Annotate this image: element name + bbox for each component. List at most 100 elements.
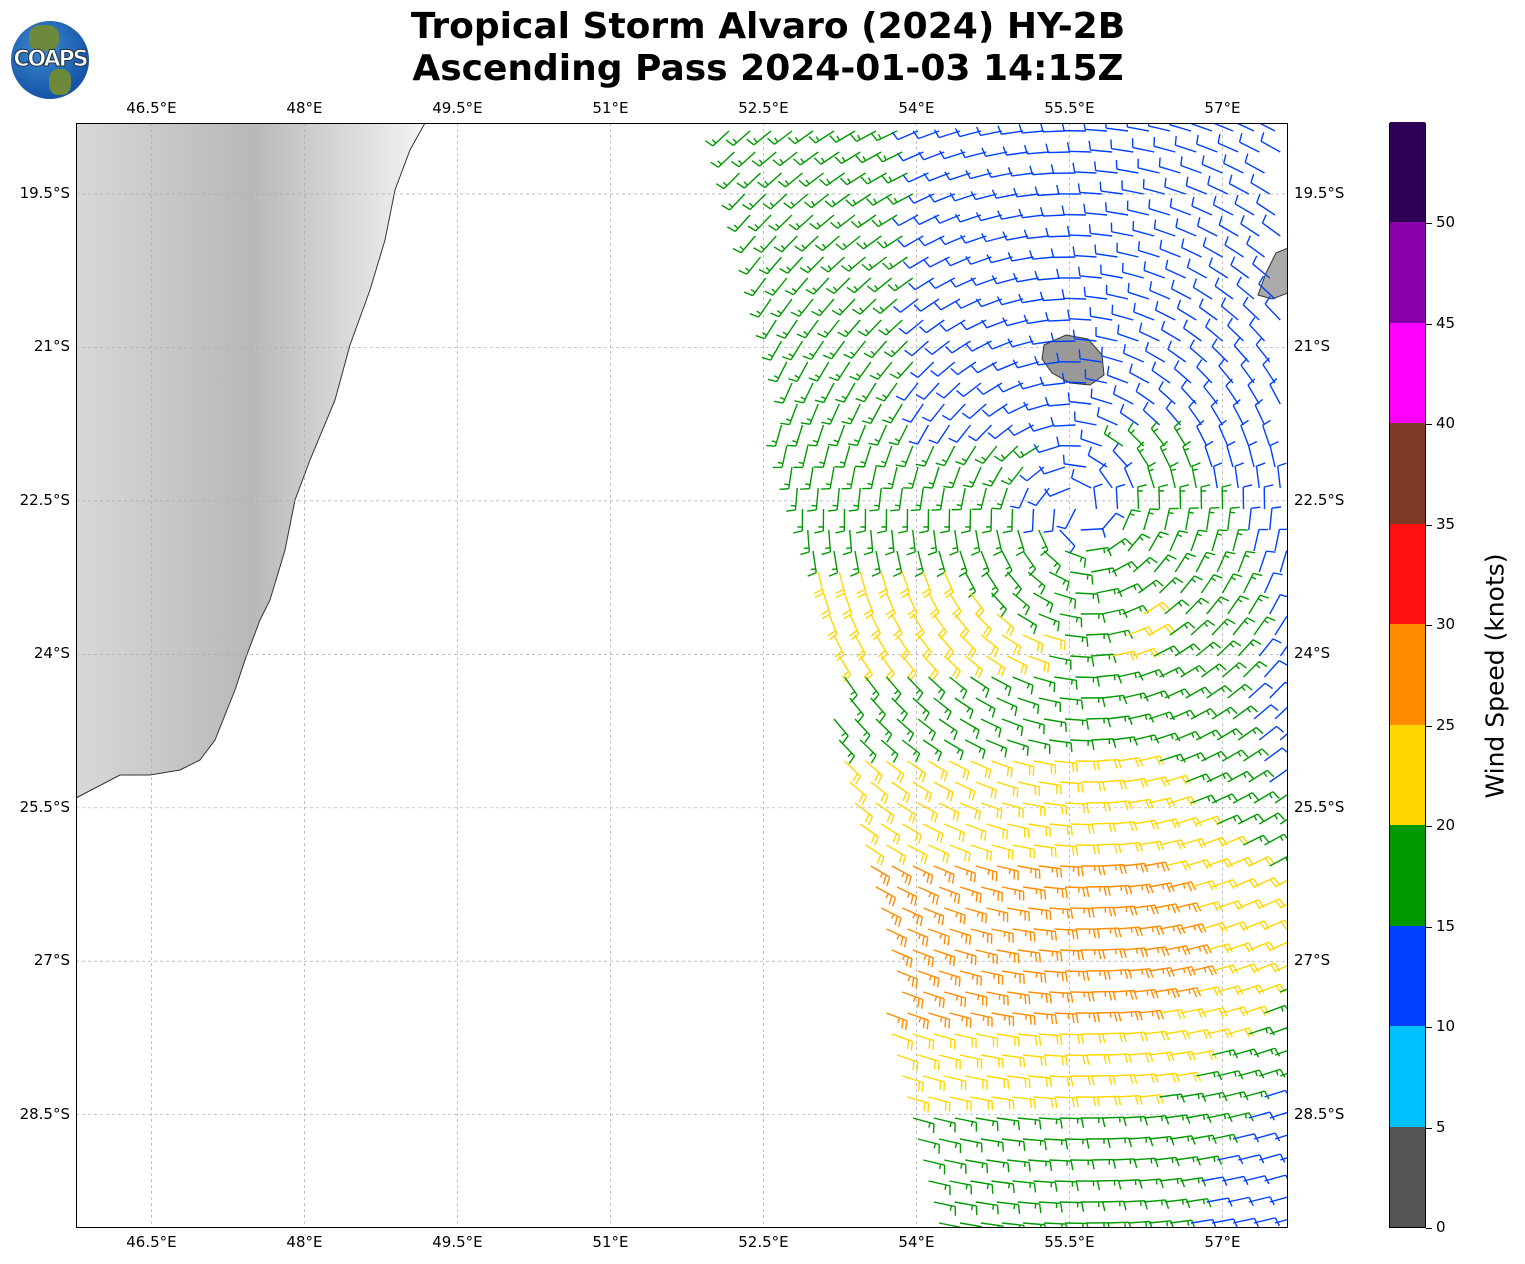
wind-barb xyxy=(1274,615,1288,636)
wind-barb xyxy=(710,151,735,168)
wind-barb xyxy=(954,613,970,639)
wind-barb xyxy=(787,130,814,145)
wind-barb xyxy=(1117,1010,1143,1021)
wind-barb xyxy=(1059,865,1084,877)
wind-barb xyxy=(788,361,809,382)
wind-barb xyxy=(1122,344,1145,363)
wind-barb xyxy=(819,172,845,187)
wind-barb xyxy=(1096,406,1118,426)
wind-barb xyxy=(1049,1159,1074,1171)
wind-barb xyxy=(866,277,893,293)
wind-barb xyxy=(1169,795,1197,807)
wind-barb xyxy=(1034,270,1060,281)
wind-barb xyxy=(1080,1201,1106,1212)
wind-barb xyxy=(1174,643,1201,657)
wind-barb xyxy=(1089,307,1113,321)
wind-barb xyxy=(865,844,885,866)
wind-barb xyxy=(726,214,751,232)
wind-barb xyxy=(1056,436,1081,447)
wind-barb xyxy=(1043,634,1066,651)
wind-barb xyxy=(1083,286,1108,300)
lon-tick-top: 51°E xyxy=(592,99,629,117)
wind-barb xyxy=(1049,907,1074,919)
wind-barb xyxy=(975,949,998,965)
wind-barb xyxy=(965,256,992,265)
wind-barb xyxy=(1090,388,1113,405)
wind-barb xyxy=(1262,357,1276,384)
wind-barb xyxy=(1248,1026,1275,1036)
wind-barb xyxy=(975,1201,999,1215)
wind-barb xyxy=(1253,528,1269,552)
wind-barb xyxy=(854,802,874,826)
wind-barb xyxy=(1222,1006,1249,1017)
wind-barb xyxy=(996,865,1019,881)
colorbar-tick-label: 25 xyxy=(1436,715,1456,734)
wind-barb xyxy=(1002,403,1029,415)
wind-barb xyxy=(1028,422,1055,432)
wind-barb xyxy=(1253,704,1279,720)
colorbar-tick-label: 45 xyxy=(1436,313,1456,332)
wind-barb xyxy=(1001,802,1024,818)
wind-barb xyxy=(1115,159,1139,174)
wind-barb xyxy=(838,739,855,764)
wind-barb xyxy=(1007,167,1034,177)
wind-barb xyxy=(1044,487,1071,497)
wind-barb xyxy=(1012,676,1034,695)
wind-barb xyxy=(912,1033,935,1050)
wind-barb xyxy=(1169,621,1196,636)
wind-barb xyxy=(863,529,874,556)
wind-barb xyxy=(850,214,877,229)
wind-barb xyxy=(1080,949,1106,960)
wind-barb xyxy=(1254,398,1266,426)
wind-barb xyxy=(848,424,867,447)
wind-barb xyxy=(1169,461,1179,489)
wind-barb xyxy=(794,235,819,252)
wind-barb xyxy=(1136,441,1150,468)
wind-barb xyxy=(1101,1032,1127,1043)
wind-barb xyxy=(1013,445,1040,459)
wind-barb xyxy=(949,1180,973,1195)
wind-barb xyxy=(1153,219,1176,237)
lat-tick-right: 19.5°S xyxy=(1294,184,1345,202)
title-line-2: Ascending Pass 2024-01-03 14:15Z xyxy=(412,48,1124,89)
wind-barb xyxy=(938,718,958,741)
wind-barb xyxy=(987,424,1013,440)
wind-barb xyxy=(1022,718,1045,735)
wind-barb xyxy=(980,1138,1005,1152)
wind-barb xyxy=(1269,440,1279,468)
wind-barb xyxy=(1067,392,1092,405)
wind-barb xyxy=(1148,1135,1175,1146)
wind-barb xyxy=(964,655,984,679)
wind-barb xyxy=(1169,709,1197,720)
lat-tick-left: 19.5°S xyxy=(19,184,70,202)
wind-barb xyxy=(1255,462,1266,489)
wind-barb xyxy=(1049,991,1074,1003)
wind-barb xyxy=(1237,726,1264,741)
wind-barb xyxy=(1075,1096,1101,1107)
wind-barb xyxy=(880,739,899,763)
wind-barb xyxy=(1096,927,1122,938)
wind-barb xyxy=(907,1096,930,1113)
wind-barb xyxy=(1182,319,1202,342)
wind-barb xyxy=(1234,123,1255,132)
wind-barb xyxy=(1274,964,1288,972)
wind-barb xyxy=(1243,660,1268,678)
wind-barb xyxy=(1061,123,1087,132)
wind-barb xyxy=(1101,1116,1127,1127)
wind-barb xyxy=(1133,988,1159,999)
wind-barb xyxy=(1211,1218,1238,1228)
wind-barb xyxy=(991,487,1008,510)
wind-barb xyxy=(1173,420,1187,447)
wind-barb xyxy=(721,193,746,211)
wind-barb xyxy=(1098,462,1113,489)
wind-barb xyxy=(835,382,856,403)
wind-barb xyxy=(1190,880,1218,891)
wind-barb xyxy=(838,655,852,682)
wind-barb xyxy=(1116,242,1139,258)
wind-barb xyxy=(1091,1158,1117,1169)
wind-barb xyxy=(981,508,993,534)
wind-barb xyxy=(1070,1159,1095,1170)
wind-barb xyxy=(928,844,950,864)
wind-barb xyxy=(1248,506,1261,531)
wind-barb xyxy=(1002,508,1014,534)
